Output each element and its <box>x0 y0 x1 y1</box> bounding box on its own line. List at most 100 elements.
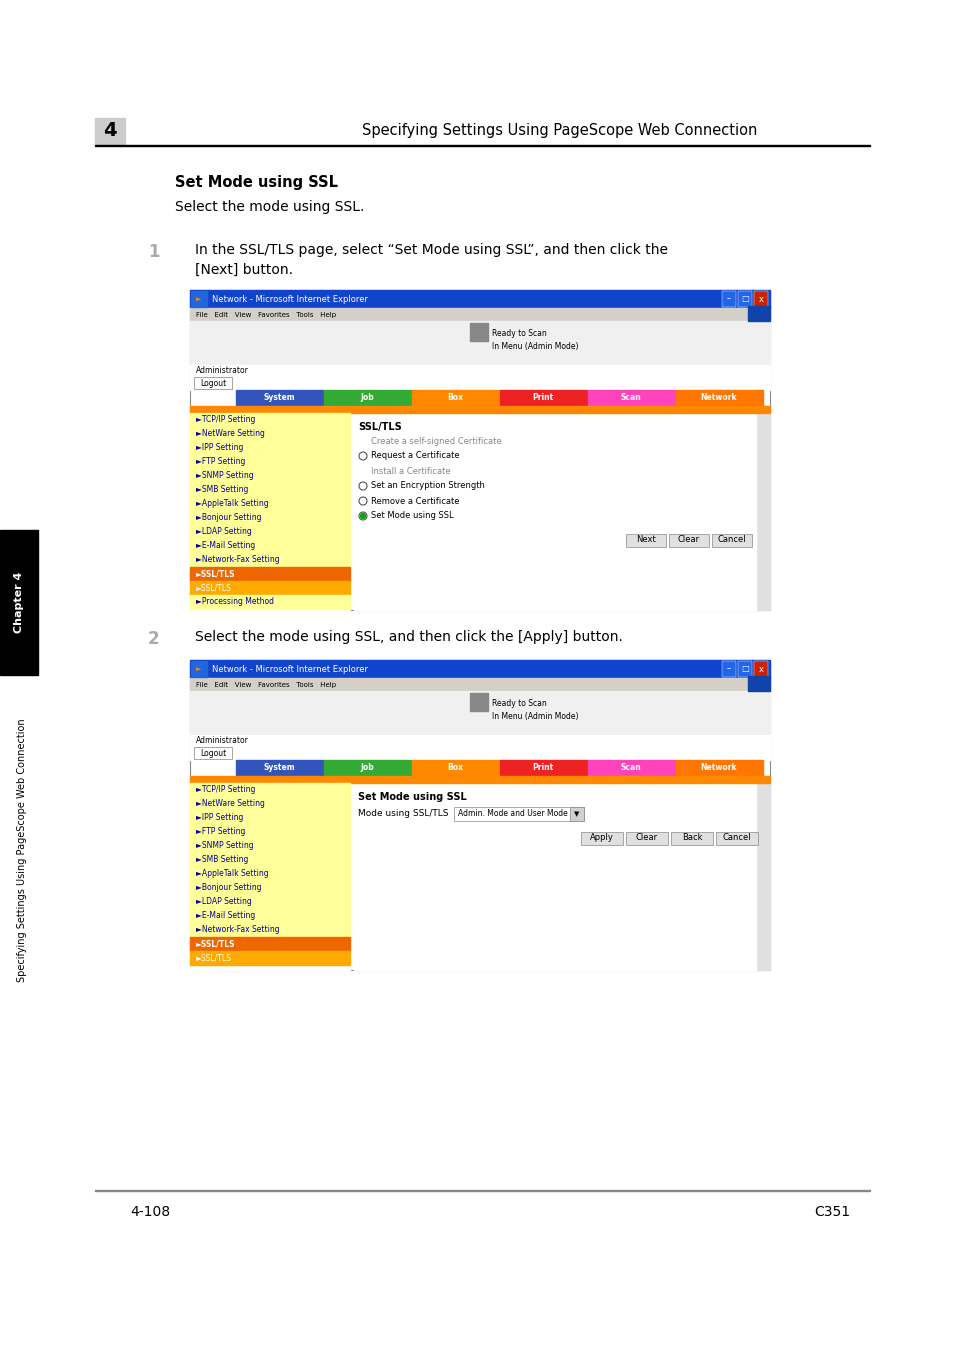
Text: System: System <box>263 393 294 402</box>
Text: Logout: Logout <box>200 378 226 387</box>
Text: Print: Print <box>532 764 553 772</box>
Text: System: System <box>263 764 294 772</box>
Text: ►SSL/TLS: ►SSL/TLS <box>195 953 232 963</box>
Text: Box: Box <box>447 393 462 402</box>
Text: Set Mode using SSL: Set Mode using SSL <box>371 512 453 521</box>
Bar <box>190 660 769 678</box>
Bar <box>191 292 207 306</box>
Bar <box>190 554 350 567</box>
Bar <box>569 807 583 821</box>
Text: Create a self-signed Certificate: Create a self-signed Certificate <box>371 436 501 446</box>
Text: Request a Certificate: Request a Certificate <box>371 451 459 460</box>
Text: ►SMB Setting: ►SMB Setting <box>195 486 248 494</box>
Text: ►SMB Setting: ►SMB Setting <box>195 856 248 864</box>
Bar <box>738 292 751 306</box>
Text: ►TCP/IP Setting: ►TCP/IP Setting <box>195 416 255 424</box>
Bar <box>190 290 769 610</box>
Text: ►IPP Setting: ►IPP Setting <box>195 444 243 452</box>
Bar <box>190 539 350 553</box>
Text: ►E-Mail Setting: ►E-Mail Setting <box>195 911 255 921</box>
Bar <box>190 525 350 539</box>
Text: –: – <box>726 664 730 674</box>
Text: ►SSL/TLS: ►SSL/TLS <box>195 570 235 579</box>
Bar <box>190 691 769 734</box>
Bar <box>625 535 665 547</box>
Text: Next: Next <box>636 536 655 544</box>
Bar <box>190 321 769 365</box>
Bar <box>190 567 350 580</box>
Text: Administrator: Administrator <box>195 736 249 745</box>
Bar <box>499 390 586 406</box>
Bar <box>190 580 350 595</box>
Text: ►SNMP Setting: ►SNMP Setting <box>195 471 253 481</box>
Text: Ready to Scan: Ready to Scan <box>492 698 546 707</box>
Bar <box>755 413 769 610</box>
Bar <box>470 323 488 342</box>
Bar <box>190 747 769 760</box>
Bar <box>193 377 232 389</box>
Text: Set Mode using SSL: Set Mode using SSL <box>357 792 466 802</box>
Bar <box>191 662 207 676</box>
Bar <box>738 662 751 676</box>
Bar <box>190 783 350 796</box>
Text: ►TCP/IP Setting: ►TCP/IP Setting <box>195 786 255 795</box>
Bar <box>190 811 350 825</box>
Text: File   Edit   View   Favorites   Tools   Help: File Edit View Favorites Tools Help <box>195 682 335 687</box>
Text: ►FTP Setting: ►FTP Setting <box>195 828 245 837</box>
Bar <box>324 390 411 406</box>
Text: 1: 1 <box>148 243 159 261</box>
Text: C351: C351 <box>813 1206 849 1219</box>
Bar <box>190 413 350 610</box>
Bar <box>235 760 323 776</box>
Bar <box>753 662 767 676</box>
Text: In Menu (Admin Mode): In Menu (Admin Mode) <box>492 343 578 351</box>
Text: Network: Network <box>700 393 737 402</box>
Text: ▼: ▼ <box>574 811 579 817</box>
Text: □: □ <box>740 294 748 304</box>
Bar <box>354 413 755 610</box>
Bar <box>412 760 498 776</box>
Bar <box>190 406 769 413</box>
Bar <box>190 455 350 468</box>
Text: Scan: Scan <box>620 393 640 402</box>
Bar <box>676 390 762 406</box>
Text: File   Edit   View   Favorites   Tools   Help: File Edit View Favorites Tools Help <box>195 312 335 317</box>
Text: Job: Job <box>359 393 374 402</box>
Bar <box>711 535 751 547</box>
Text: Set an Encryption Strength: Set an Encryption Strength <box>371 482 484 490</box>
Text: Logout: Logout <box>200 748 226 757</box>
Bar <box>190 882 350 895</box>
Text: –: – <box>726 294 730 304</box>
Circle shape <box>358 497 367 505</box>
Text: ►Processing Method: ►Processing Method <box>195 598 274 606</box>
Text: ►LDAP Setting: ►LDAP Setting <box>195 528 252 536</box>
Text: Select the mode using SSL.: Select the mode using SSL. <box>174 200 364 215</box>
Text: Network: Network <box>700 764 737 772</box>
Bar <box>755 783 769 971</box>
Bar <box>235 390 323 406</box>
Bar <box>190 783 350 971</box>
Text: 4: 4 <box>103 122 116 140</box>
Bar <box>753 292 767 306</box>
Bar <box>190 909 350 923</box>
Text: Clear: Clear <box>678 536 700 544</box>
Bar <box>190 377 769 390</box>
Bar <box>721 662 735 676</box>
Text: Cancel: Cancel <box>717 536 745 544</box>
Circle shape <box>360 513 365 518</box>
Bar <box>676 760 762 776</box>
Text: Select the mode using SSL, and then click the [Apply] button.: Select the mode using SSL, and then clic… <box>194 630 622 644</box>
Bar <box>190 853 350 867</box>
Text: ►: ► <box>196 666 201 672</box>
Text: Print: Print <box>532 393 553 402</box>
Bar <box>190 660 769 971</box>
Bar <box>190 308 769 321</box>
Bar <box>747 306 769 321</box>
Circle shape <box>358 482 367 490</box>
Bar <box>190 413 350 427</box>
Circle shape <box>358 452 367 460</box>
Text: In the SSL/TLS page, select “Set Mode using SSL”, and then click the: In the SSL/TLS page, select “Set Mode us… <box>194 243 667 256</box>
Text: Scan: Scan <box>620 764 640 772</box>
Bar <box>190 441 350 455</box>
Text: ►Bonjour Setting: ►Bonjour Setting <box>195 513 261 522</box>
